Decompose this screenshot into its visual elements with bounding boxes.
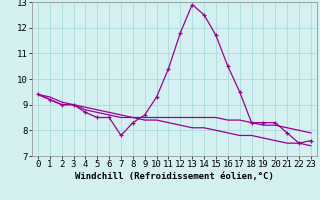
X-axis label: Windchill (Refroidissement éolien,°C): Windchill (Refroidissement éolien,°C) [75,172,274,181]
